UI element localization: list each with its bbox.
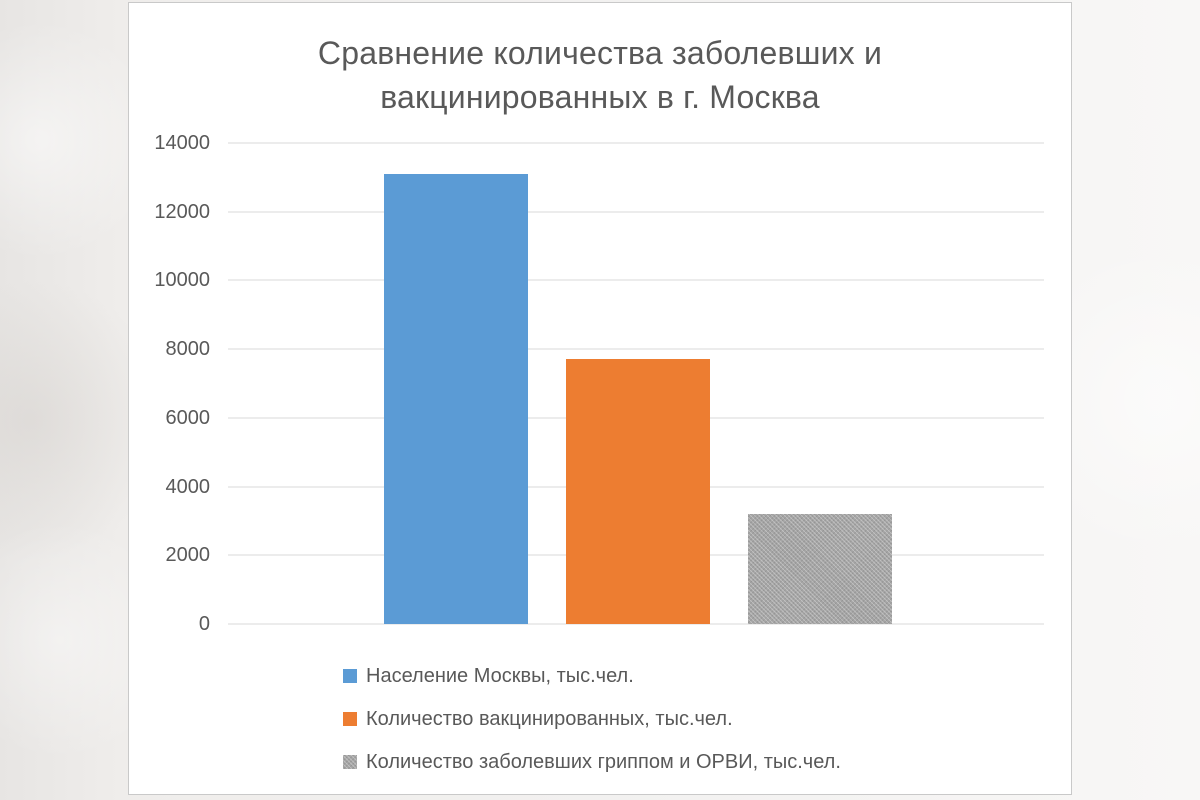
legend-item-sick: Количество заболевших гриппом и ОРВИ, ты… — [343, 749, 841, 775]
bar-sick — [748, 514, 892, 624]
y-tick-label: 14000 — [154, 132, 210, 154]
gridline — [228, 279, 1044, 281]
bar-population — [384, 173, 528, 624]
chart-title-line1: Сравнение количества заболевших и — [317, 35, 883, 71]
gridline — [228, 623, 1044, 625]
legend-swatch-blue-icon — [343, 669, 357, 683]
legend-label-vaccinated: Количество вакцинированных, тыс.чел. — [366, 707, 733, 730]
y-tick-label: 2000 — [165, 544, 211, 567]
y-tick-label: 12000 — [154, 200, 210, 223]
legend: Население Москвы, тыс.чел. Количество ва… — [343, 663, 841, 775]
y-tick-label: 10000 — [154, 269, 210, 292]
legend-item-population: Население Москвы, тыс.чел. — [343, 663, 841, 689]
legend-item-vaccinated: Количество вакцинированных, тыс.чел. — [343, 706, 841, 732]
legend-label-population: Население Москвы, тыс.чел. — [366, 664, 634, 687]
y-tick-label: 6000 — [165, 406, 211, 429]
legend-swatch-gray-icon — [343, 755, 357, 769]
gridline — [228, 348, 1044, 350]
y-tick-label: 0 — [198, 613, 210, 635]
chart-panel: Сравнение количества заболевших и вакцин… — [128, 2, 1072, 795]
gridline — [228, 211, 1044, 213]
plot-area: 0 2000 4000 6000 8000 10000 12000 14000 — [154, 133, 1044, 634]
y-tick-label: 8000 — [165, 338, 211, 361]
legend-label-sick: Количество заболевших гриппом и ОРВИ, ты… — [366, 750, 841, 773]
legend-swatch-orange-icon — [343, 712, 357, 726]
gridline — [228, 142, 1044, 144]
chart-title: Сравнение количества заболевших и вакцин… — [129, 31, 1071, 119]
bar-vaccinated — [566, 359, 710, 624]
y-tick-label: 4000 — [165, 475, 211, 498]
chart-title-line2: вакцинированных в г. Москва — [380, 79, 820, 115]
